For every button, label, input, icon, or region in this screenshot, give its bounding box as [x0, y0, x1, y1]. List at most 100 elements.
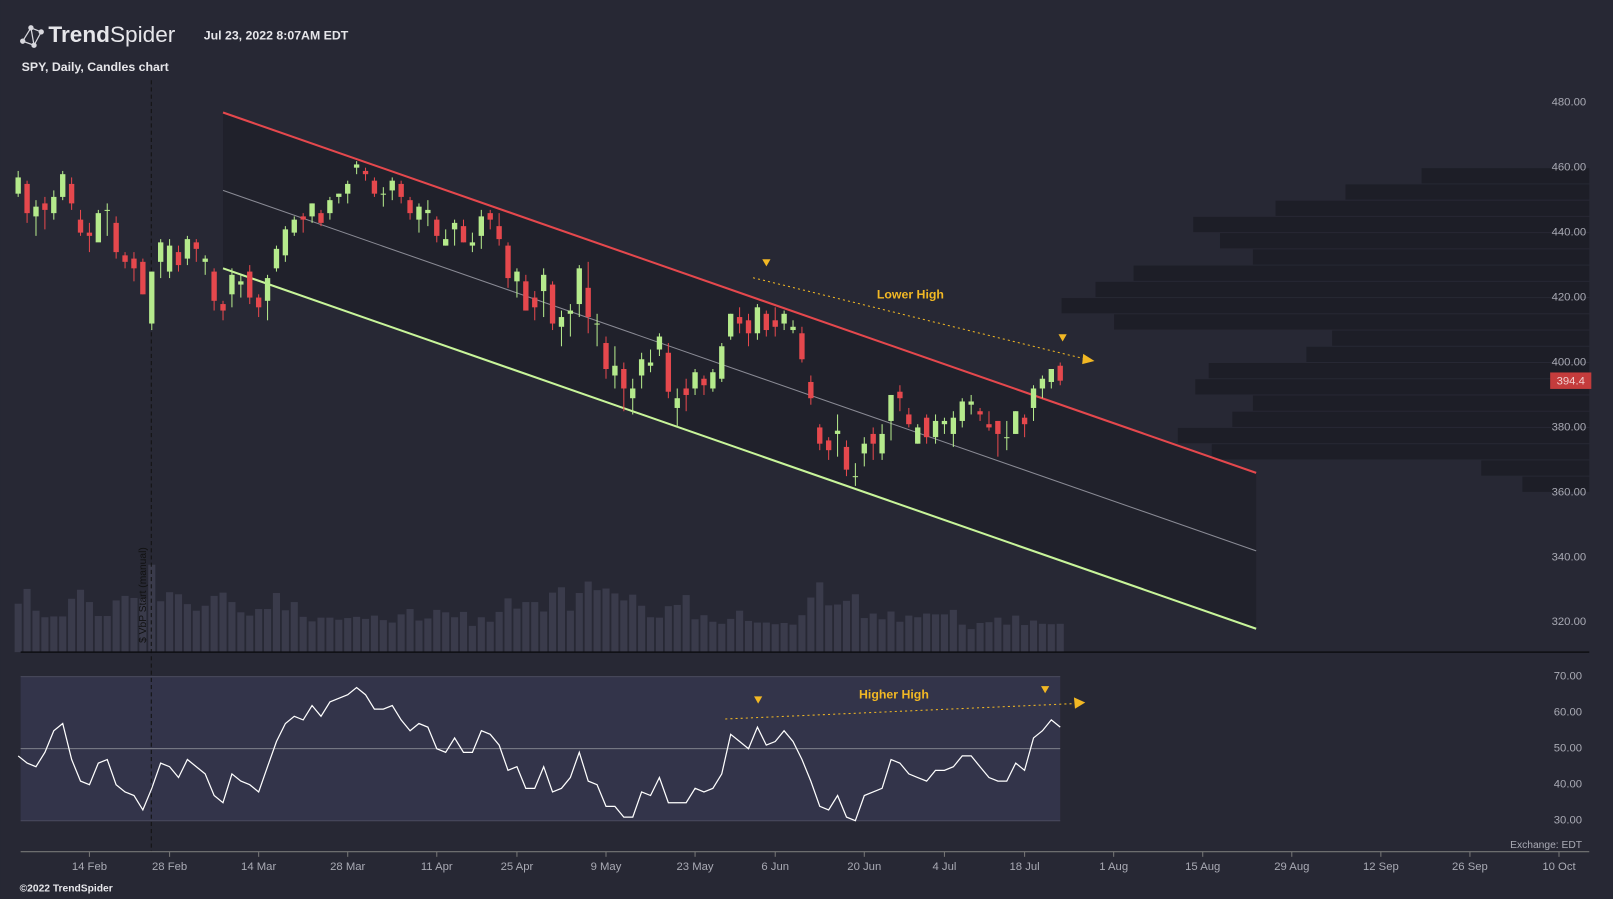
candle-body	[665, 352, 672, 392]
candle-body	[131, 258, 137, 269]
candle-body	[158, 242, 164, 262]
candle-body	[460, 226, 467, 243]
candle-body	[202, 258, 208, 262]
volume-bar	[967, 629, 975, 653]
candle-body	[549, 284, 556, 324]
chart-title: SPY, Daily, Candles chart	[22, 60, 169, 74]
volume-profile-bar	[1195, 379, 1590, 395]
volume-bar	[41, 617, 49, 653]
volume-bar	[263, 609, 272, 653]
candle-body	[318, 213, 324, 223]
candle-body	[273, 248, 280, 269]
candle-body	[861, 443, 867, 454]
volume-bar	[771, 624, 779, 653]
y-tick-label: 60.00	[1554, 707, 1582, 719]
logo-icon	[20, 25, 44, 48]
volume-bar	[237, 612, 245, 653]
candle-body	[567, 310, 574, 314]
volume-bar	[736, 610, 744, 653]
candle-body	[540, 274, 547, 292]
candle-body	[211, 271, 217, 301]
volume-bar	[486, 621, 494, 653]
candle-body	[781, 313, 787, 324]
volume-bar	[931, 614, 940, 653]
volume-profile-bar	[1345, 184, 1590, 200]
x-tick-label: 29 Aug	[1274, 861, 1309, 873]
candle-body	[808, 381, 814, 399]
candle-body	[166, 245, 173, 272]
y-tick-label: 40.00	[1554, 779, 1582, 791]
y-tick-label: 340.00	[1552, 551, 1587, 563]
candle-body	[968, 401, 974, 405]
y-tick-label: 400.00	[1552, 356, 1587, 368]
x-tick-label: 28 Mar	[330, 861, 365, 873]
volume-bar	[397, 614, 405, 653]
candle-body	[443, 239, 449, 246]
volume-bar	[700, 615, 708, 653]
volume-bar	[923, 613, 931, 653]
candle-body	[487, 213, 493, 220]
volume-bar	[887, 611, 895, 653]
volume-profile-bar	[1232, 411, 1590, 427]
volume-bar	[825, 605, 833, 653]
candle-body	[638, 359, 645, 376]
candle-body	[790, 326, 796, 331]
candle-body	[353, 164, 360, 168]
y-tick-label: 30.00	[1554, 815, 1582, 827]
candle-body	[425, 209, 431, 214]
candle-body	[291, 219, 297, 233]
volume-bar	[210, 595, 218, 653]
volume-profile-bar	[1522, 476, 1590, 492]
candle-body	[879, 433, 885, 454]
timestamp: Jul 23, 2022 8:07AM EDT	[204, 28, 349, 42]
candle-body	[434, 219, 440, 236]
volume-profile-bar	[1133, 265, 1590, 281]
volume-bar	[548, 592, 557, 653]
volume-bar	[183, 604, 191, 653]
volume-bar	[299, 616, 307, 653]
candle-body	[1030, 388, 1037, 408]
candle-body	[995, 420, 1001, 434]
volume-bar	[851, 594, 859, 653]
volume-bar	[611, 593, 619, 653]
volume-bar	[718, 623, 726, 653]
candle-body	[77, 219, 84, 233]
candle-body	[603, 343, 609, 369]
candle-body	[86, 232, 93, 236]
x-tick-label: 11 Apr	[421, 861, 453, 873]
volume-bar	[744, 620, 753, 653]
volume-bar	[442, 612, 450, 653]
candle-body	[247, 271, 253, 298]
brand: TrendSpider	[48, 22, 175, 47]
candle-body	[398, 183, 404, 197]
volume-bar	[1012, 615, 1020, 653]
volume-bar	[673, 604, 681, 653]
volume-bar	[415, 620, 423, 653]
arrow-head	[1073, 697, 1086, 709]
volume-bar	[219, 592, 227, 653]
candle-body	[763, 313, 769, 331]
candle-body	[389, 180, 395, 191]
volume-bar	[290, 602, 298, 653]
candle-body	[1004, 437, 1010, 439]
candle-body	[380, 193, 387, 195]
volume-bar	[255, 609, 263, 653]
volume-bar	[709, 621, 717, 653]
volume-bar	[32, 610, 40, 653]
volume-profile-bar	[1252, 249, 1590, 265]
volume-bar	[326, 617, 334, 653]
last-price-tag	[1550, 372, 1592, 389]
candle-body	[621, 368, 627, 389]
trend-arrow	[725, 703, 1075, 720]
volume-bar	[602, 588, 610, 653]
candle-body	[745, 320, 752, 334]
volume-profile-bar	[1193, 216, 1590, 233]
candle-body	[229, 274, 235, 295]
y-tick-label: 50.00	[1554, 743, 1582, 755]
candle-body	[710, 372, 716, 389]
volume-profile-bar	[1208, 363, 1590, 379]
volume-bar	[584, 581, 592, 653]
candle-body	[416, 206, 422, 220]
candle-body	[692, 372, 698, 389]
volume-bar	[816, 582, 824, 653]
